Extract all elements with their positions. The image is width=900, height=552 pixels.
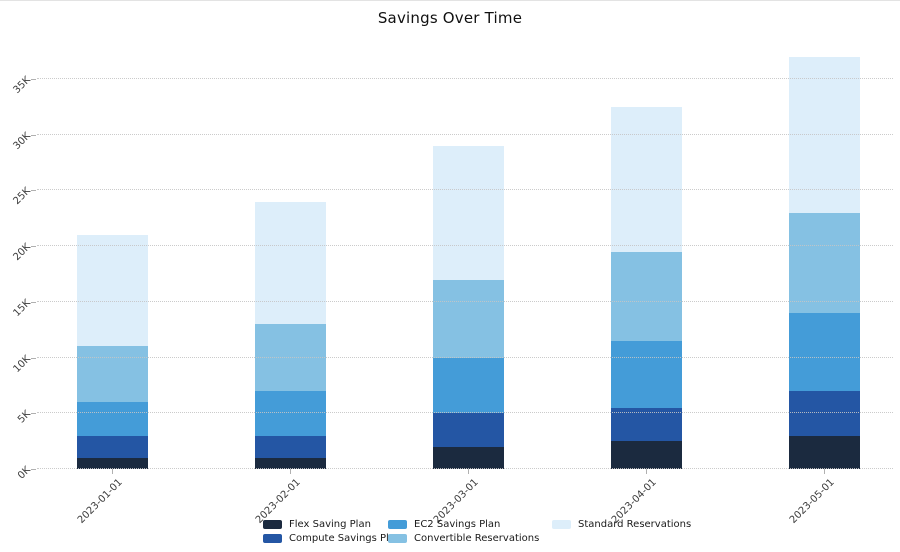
y-gridline <box>37 300 893 302</box>
x-tick <box>290 469 291 474</box>
y-tick <box>31 134 36 136</box>
bar-segment <box>76 402 148 436</box>
bar-segment <box>254 391 326 436</box>
legend-item: EC2 Savings Plan <box>388 518 539 531</box>
x-tick-label: 2023-05-01 <box>787 477 837 526</box>
legend-column: Flex Saving Plan Compute Savings Plan <box>263 518 401 546</box>
y-tick-label: 20K <box>11 241 33 264</box>
y-tick <box>31 469 36 470</box>
bar-segment <box>254 324 326 391</box>
legend-item: Flex Saving Plan <box>263 518 401 531</box>
x-tick <box>112 469 113 474</box>
y-tick-label: 25K <box>11 186 33 208</box>
legend-swatch <box>388 520 407 529</box>
legend-label: Flex Saving Plan <box>289 519 371 530</box>
y-gridline <box>37 189 893 191</box>
y-tick-label: 5K <box>15 408 33 426</box>
bar-segment <box>610 441 682 469</box>
x-tick <box>824 469 825 474</box>
x-tick-label: 2023-01-01 <box>75 477 125 526</box>
y-tick <box>31 79 36 80</box>
bar-segment <box>254 201 326 325</box>
bar-segment <box>76 346 148 403</box>
y-tick <box>31 190 36 192</box>
bar-segment <box>76 235 148 347</box>
legend-label: EC2 Savings Plan <box>414 519 501 530</box>
bar-segment <box>610 340 682 408</box>
bar-segment <box>432 357 504 414</box>
legend-label: Convertible Reservations <box>414 533 540 544</box>
bar-segment <box>610 106 682 252</box>
y-tick <box>31 357 36 359</box>
legend-item: Convertible Reservations <box>388 532 539 545</box>
y-gridline <box>37 133 893 135</box>
y-gridline <box>37 356 893 358</box>
y-gridline <box>37 245 893 247</box>
bar-segment <box>432 446 504 469</box>
legend-label: Standard Reservations <box>578 519 692 530</box>
y-gridline <box>37 412 893 414</box>
bar-segment <box>432 145 504 280</box>
bar-segment <box>788 391 860 436</box>
bar-segment <box>432 279 504 358</box>
y-tick <box>31 246 36 248</box>
bar-segment <box>610 251 682 341</box>
chart-title: Savings Over Time <box>377 9 523 27</box>
bar-segment <box>788 56 860 213</box>
bar-segment <box>788 435 860 469</box>
y-tick-label: 15K <box>11 297 33 319</box>
bar-segment <box>76 435 148 458</box>
y-gridline <box>37 78 893 79</box>
y-gridline <box>37 468 893 469</box>
legend-swatch <box>552 520 571 529</box>
legend-label: Compute Savings Plan <box>289 533 402 544</box>
legend-item: Compute Savings Plan <box>263 532 401 545</box>
bar-segment <box>254 457 326 469</box>
y-tick-label: 10K <box>11 353 33 375</box>
y-tick <box>31 301 36 303</box>
x-tick <box>646 469 647 474</box>
y-tick-label: 35K <box>11 74 33 97</box>
bar-segment <box>788 313 860 391</box>
legend-swatch <box>263 520 282 529</box>
legend-column: Standard Reservations <box>552 518 691 532</box>
legend-swatch <box>388 534 407 543</box>
legend-swatch <box>263 534 282 543</box>
bar-segment <box>254 435 326 458</box>
y-tick-label: 30K <box>11 130 33 152</box>
x-tick <box>468 469 469 474</box>
legend-item: Standard Reservations <box>552 518 691 531</box>
y-tick-label: 0K <box>15 464 33 482</box>
bar-segment <box>788 212 860 313</box>
y-tick <box>31 413 36 415</box>
bar-segment <box>76 457 148 469</box>
bar-segment <box>432 413 504 447</box>
legend-column: EC2 Savings Plan Convertible Reservations <box>388 518 539 546</box>
